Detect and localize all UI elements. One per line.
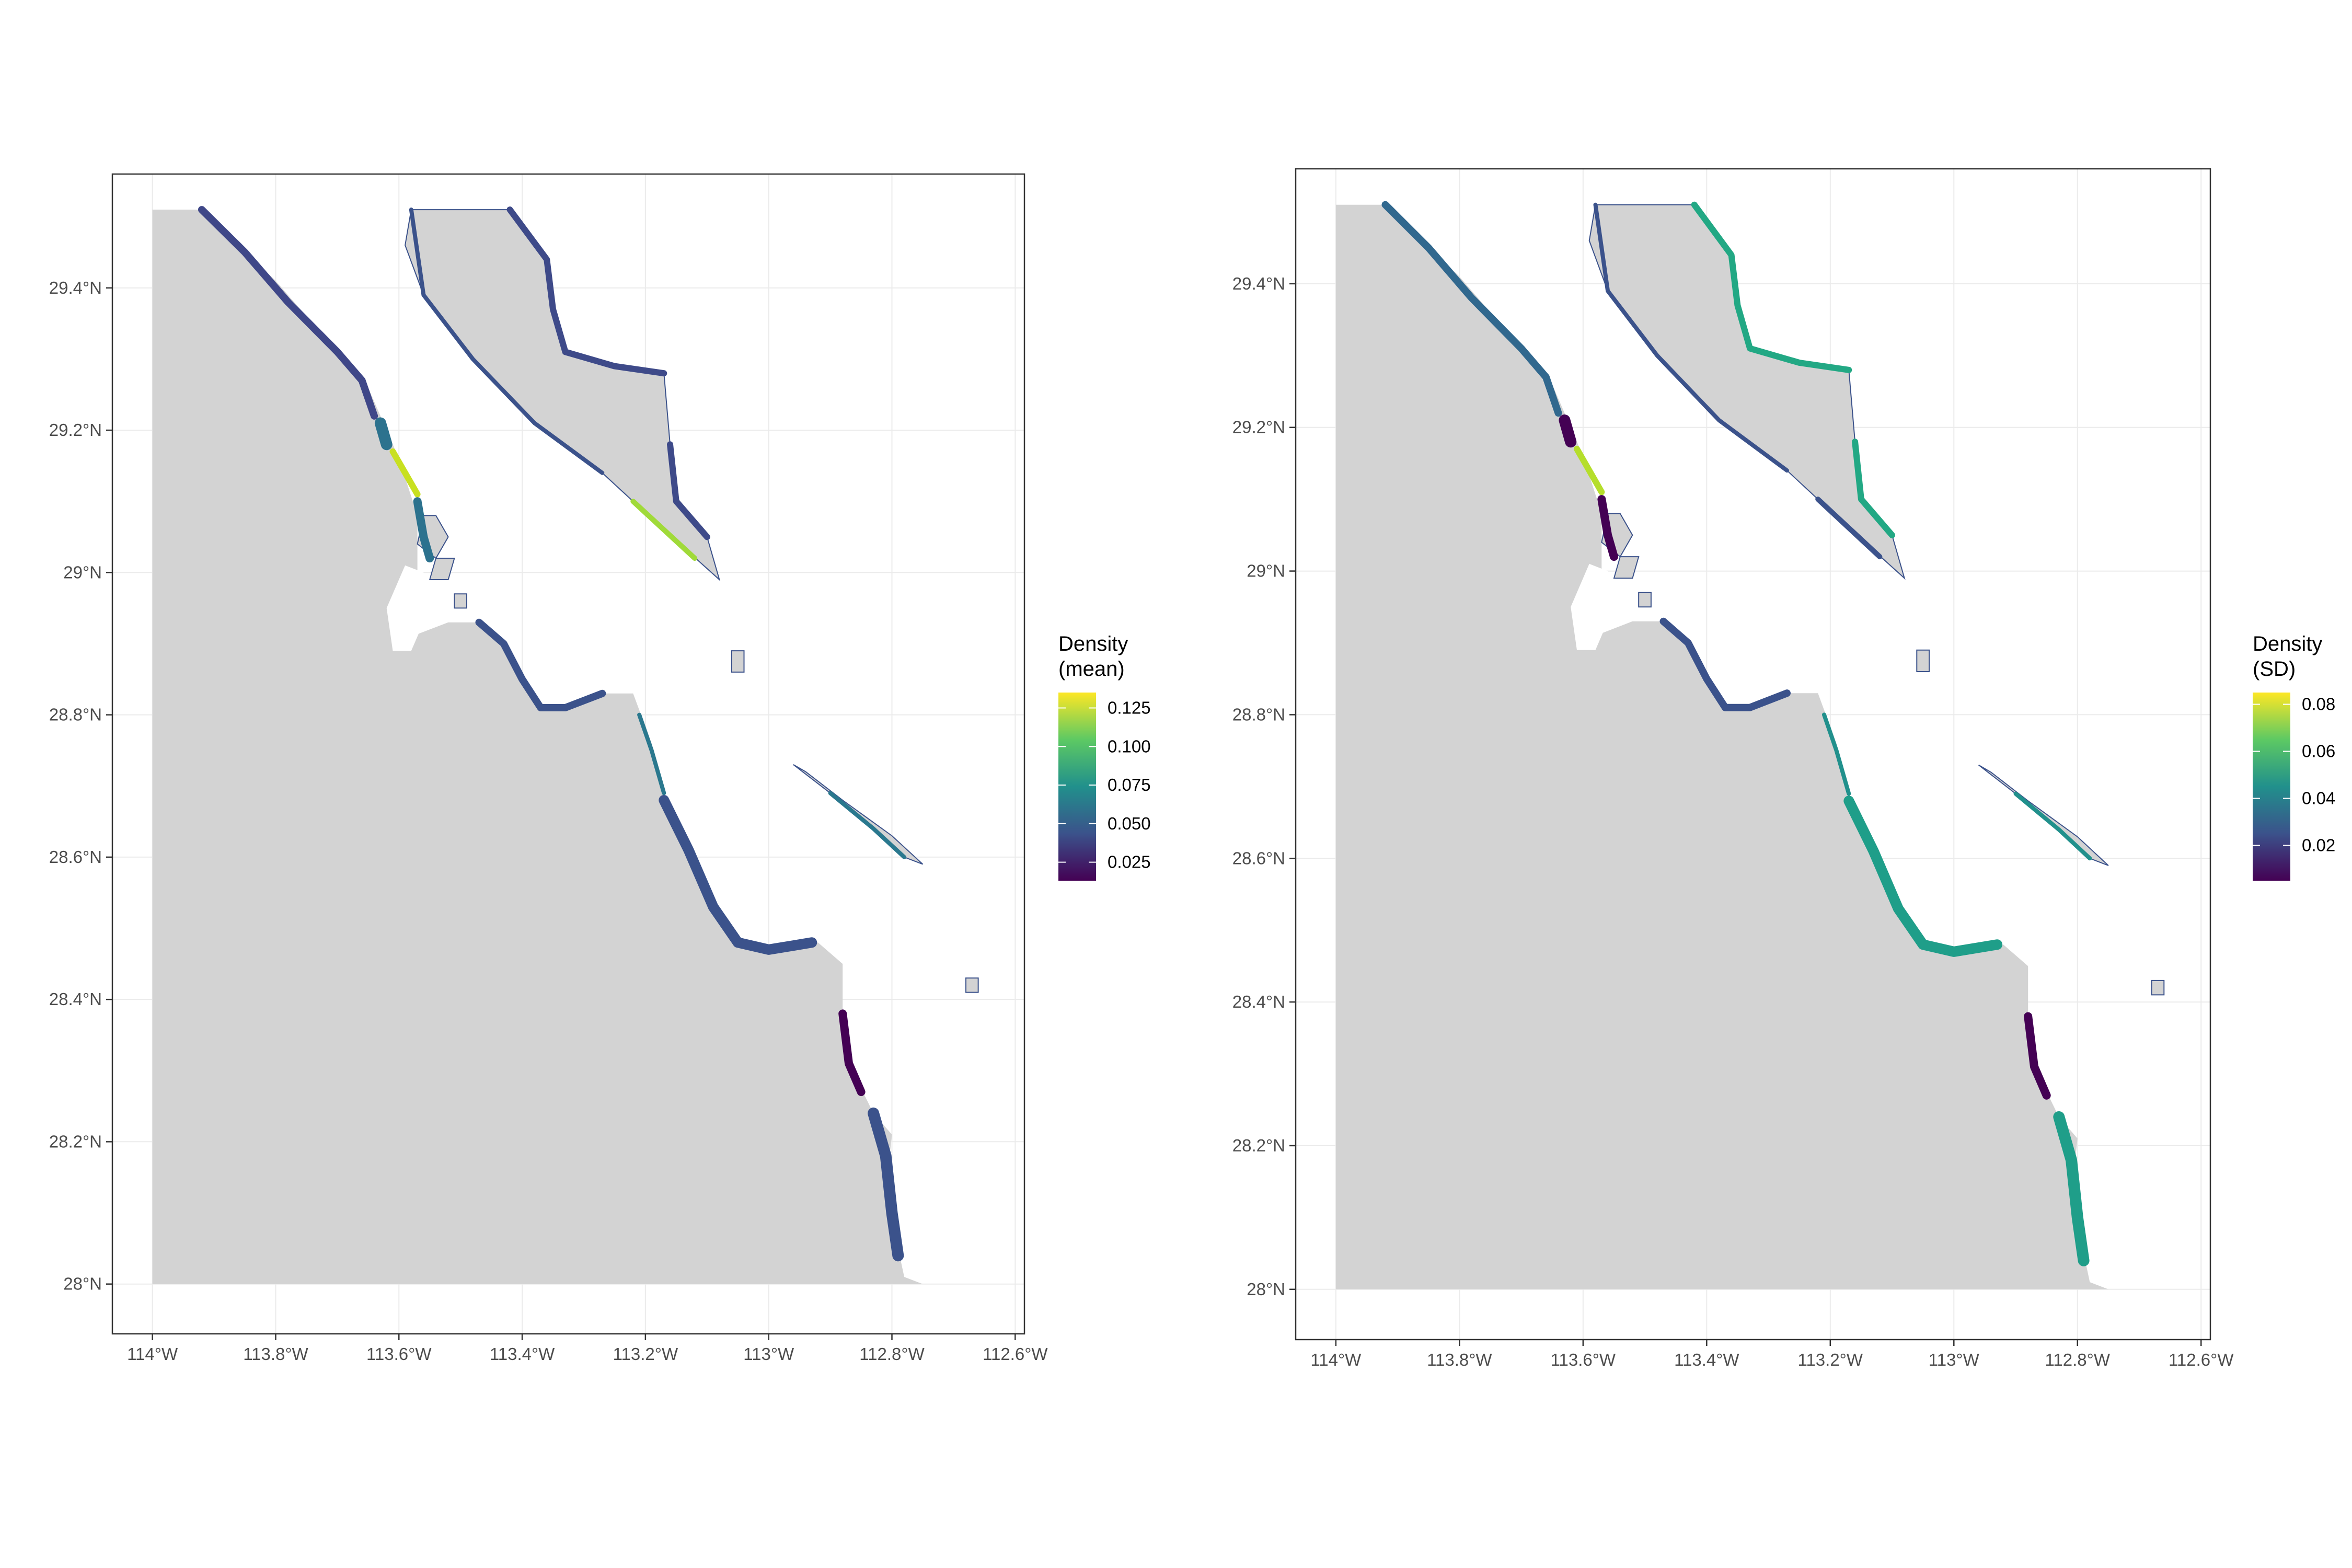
x-tick-label: 113°W bbox=[743, 1344, 794, 1364]
legend-colorbar bbox=[2253, 693, 2290, 881]
coastal-density-strip bbox=[1815, 497, 1883, 560]
y-tick-label: 29.2°N bbox=[49, 420, 102, 440]
x-tick-label: 113.2°W bbox=[1798, 1350, 1863, 1369]
legend-title: (mean) bbox=[1058, 658, 1125, 681]
y-tick-label: 29°N bbox=[1247, 561, 1285, 581]
coastal-density-strip bbox=[475, 618, 606, 711]
x-tick-label: 112.8°W bbox=[2045, 1350, 2111, 1369]
coastal-density-strip bbox=[630, 499, 698, 561]
coastal-density-strip bbox=[506, 206, 667, 377]
x-tick-label: 114°W bbox=[1310, 1350, 1362, 1369]
coastal-density-strip bbox=[1593, 202, 1789, 473]
land-baja bbox=[1335, 204, 2108, 1289]
land-islet bbox=[2151, 979, 2165, 996]
y-tick-label: 29.4°N bbox=[49, 278, 102, 297]
x-tick-label: 112.6°W bbox=[983, 1344, 1048, 1364]
coastal-density-strip bbox=[838, 1009, 866, 1097]
y-tick-label: 28°N bbox=[1247, 1279, 1285, 1299]
x-tick-label: 113.6°W bbox=[1551, 1350, 1616, 1369]
legend-label: 0.050 bbox=[1108, 814, 1151, 833]
legend-label: 0.075 bbox=[1108, 775, 1151, 794]
x-tick-label: 114°W bbox=[127, 1344, 178, 1364]
bay-water bbox=[1571, 563, 1614, 650]
y-tick-label: 29.4°N bbox=[1232, 274, 1285, 293]
legend-label: 0.125 bbox=[1108, 698, 1151, 718]
x-tick-label: 112.6°W bbox=[2169, 1350, 2234, 1369]
y-tick-label: 29.2°N bbox=[1232, 418, 1285, 437]
plot-border bbox=[111, 173, 1025, 1335]
land-islet bbox=[429, 558, 455, 580]
coastal-density-strip bbox=[1559, 414, 1577, 448]
x-tick-label: 113.4°W bbox=[490, 1344, 555, 1364]
land-islet bbox=[1638, 592, 1652, 608]
coastal-density-strip bbox=[1574, 446, 1605, 495]
coastal-density-strip bbox=[637, 712, 666, 795]
y-tick-label: 28.2°N bbox=[1232, 1136, 1285, 1155]
x-tick-label: 112.8°W bbox=[859, 1344, 925, 1364]
y-tick-label: 28.4°N bbox=[49, 989, 102, 1009]
land-baja bbox=[152, 210, 923, 1284]
land-islet bbox=[454, 593, 467, 609]
coastal-density-strip bbox=[1822, 712, 1851, 796]
legend-colorbar bbox=[1058, 693, 1096, 881]
coastal-density-strip bbox=[409, 207, 605, 475]
y-tick-label: 28.2°N bbox=[49, 1132, 102, 1151]
y-tick-label: 28.8°N bbox=[1232, 705, 1285, 724]
land-islet bbox=[1613, 556, 1640, 579]
coastal-density-strip bbox=[1659, 617, 1791, 711]
legend-title: Density bbox=[1058, 632, 1128, 655]
y-tick-label: 28.8°N bbox=[49, 705, 102, 724]
y-tick-label: 29°N bbox=[63, 562, 102, 582]
coastal-density-strip bbox=[1843, 795, 2003, 957]
map-panel-mean: 114°W 113.8°W 113.6°W 113.4°W 113.2°W 113°W 11… bbox=[49, 173, 1151, 1364]
coastal-density-strip bbox=[659, 795, 817, 955]
x-tick-label: 113.8°W bbox=[1427, 1350, 1492, 1369]
legend-label: 0.06 bbox=[2302, 742, 2335, 761]
x-tick-label: 113.2°W bbox=[613, 1344, 678, 1364]
x-tick-label: 113.4°W bbox=[1674, 1350, 1739, 1369]
y-tick-label: 28.4°N bbox=[1232, 992, 1285, 1011]
coastal-density-strip bbox=[1691, 201, 1852, 373]
legend-label: 0.04 bbox=[2302, 789, 2335, 808]
coastal-density-strip bbox=[374, 417, 393, 451]
legend-label: 0.100 bbox=[1108, 736, 1151, 756]
coastal-density-strip bbox=[2024, 1012, 2051, 1100]
y-tick-label: 28.6°N bbox=[1232, 848, 1285, 868]
y-tick-label: 28.6°N bbox=[49, 847, 102, 867]
land-islet bbox=[1916, 649, 1930, 672]
coastal-density-strip bbox=[198, 206, 378, 420]
legend-title: Density bbox=[2253, 632, 2322, 655]
legend-title: (SD) bbox=[2253, 658, 2296, 681]
map-panel-sd: 114°W 113.8°W 113.6°W 113.4°W 113.2°W 113°W 11… bbox=[1232, 168, 2335, 1369]
coastal-density-strip bbox=[2013, 791, 2092, 861]
land-islet bbox=[965, 977, 979, 993]
bay-water bbox=[386, 565, 430, 651]
x-tick-label: 113.8°W bbox=[243, 1344, 308, 1364]
legend-label: 0.08 bbox=[2302, 695, 2335, 714]
legend-label: 0.02 bbox=[2302, 836, 2335, 855]
coastal-density-strip bbox=[1597, 495, 1618, 561]
coastal-density-strip bbox=[667, 441, 710, 540]
coastal-density-strip bbox=[2053, 1111, 2090, 1266]
land-islet bbox=[731, 650, 745, 673]
coastal-density-strip bbox=[868, 1108, 904, 1262]
coastal-density-strip bbox=[828, 791, 907, 859]
x-tick-label: 113°W bbox=[1929, 1350, 1980, 1369]
y-tick-label: 28°N bbox=[63, 1274, 102, 1294]
coastal-density-strip bbox=[389, 448, 421, 498]
coastal-density-strip bbox=[413, 497, 434, 563]
x-tick-label: 113.6°W bbox=[366, 1344, 432, 1364]
legend-label: 0.025 bbox=[1108, 852, 1151, 872]
coastal-density-strip bbox=[1852, 439, 1895, 538]
plot-border bbox=[1295, 168, 2211, 1341]
coastal-density-strip bbox=[1381, 201, 1562, 417]
